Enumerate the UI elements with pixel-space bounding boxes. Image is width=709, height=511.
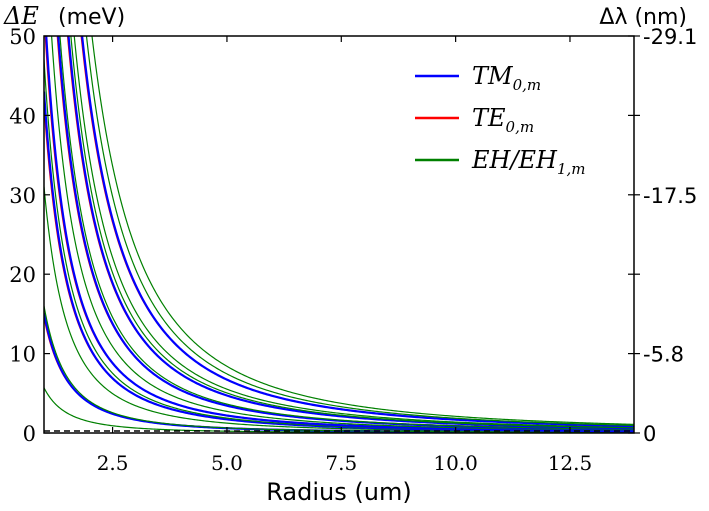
- legend-label-te: TE0,m: [472, 104, 534, 136]
- y-tick-label: 50: [9, 25, 36, 49]
- y-tick-label: 20: [9, 263, 36, 287]
- curve-te-6: [44, 36, 633, 431]
- curve-tm-13: [81, 36, 634, 428]
- curve-tm-8: [57, 36, 634, 431]
- curve-tm-6: [45, 36, 634, 432]
- x-tick-label: 7.5: [325, 451, 357, 475]
- curve-eheh-3: [44, 186, 634, 433]
- curve-te-8: [56, 36, 633, 430]
- curves-layer: [44, 36, 634, 433]
- right-axis-label: Δλ (nm): [599, 5, 687, 30]
- right-tick-label: 0: [643, 422, 656, 446]
- right-tick-label: -17.5: [643, 184, 697, 208]
- left-axis-label-unit: (meV): [58, 5, 125, 30]
- curve-eheh-5: [44, 59, 634, 432]
- curve-te-13: [80, 36, 633, 426]
- curve-eheh-9: [59, 36, 634, 430]
- x-tick-label: 12.5: [548, 451, 593, 475]
- curve-eheh-12: [73, 36, 634, 428]
- y-tick-label: 40: [9, 104, 36, 128]
- left-axis-label-symbol: ΔE: [3, 2, 39, 30]
- legend-label-tm: TM0,m: [472, 62, 541, 94]
- x-axis-label: Radius (um): [266, 478, 411, 506]
- curve-eheh-11: [70, 36, 634, 429]
- x-tick-label: 10.0: [433, 451, 478, 475]
- y-tick-label: 0: [23, 422, 36, 446]
- curve-te-4: [44, 101, 633, 432]
- curve-te-1: [44, 316, 633, 433]
- y-tick-label: 30: [9, 184, 36, 208]
- x-tick-label: 2.5: [97, 451, 129, 475]
- ticks-layer: 2.5 5.0 7.5 10.0 12.5 0 10 20 30 40 50 0 -5.8 -17.5 -2…: [9, 25, 697, 475]
- legend-label-eh: EH/EH1,m: [471, 146, 586, 178]
- curve-eheh-14: [85, 36, 634, 426]
- y-tick-label: 10: [9, 343, 36, 367]
- curve-eheh-7: [51, 36, 634, 431]
- curve-tm-10: [67, 36, 634, 430]
- curve-eheh-15: [91, 36, 634, 425]
- plot-frame: [43, 35, 635, 434]
- right-tick-label: -5.8: [643, 343, 684, 367]
- x-tick-label: 5.0: [211, 451, 243, 475]
- legend: TM0,m TE0,m EH/EH1,m: [415, 62, 586, 178]
- curve-te-10: [66, 36, 633, 428]
- right-tick-label: -29.1: [643, 25, 697, 49]
